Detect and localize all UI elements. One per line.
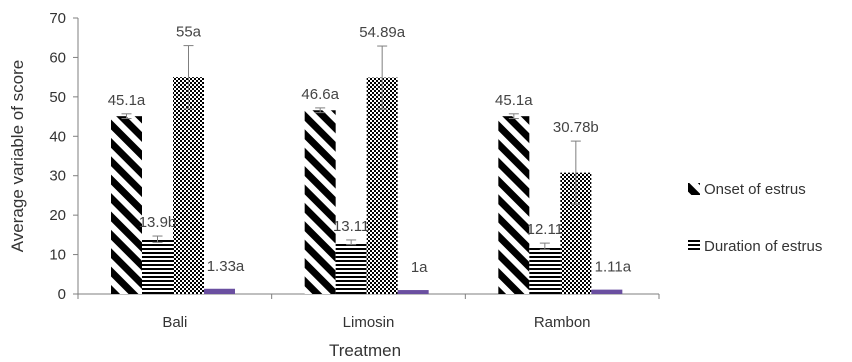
bar-1-limosin <box>304 110 336 295</box>
x-axis-ticks: Bali Limosin Rambon <box>77 294 660 331</box>
legend-label: Duration of estrus <box>704 238 822 255</box>
legend-swatch <box>688 183 700 195</box>
data-label: 13.9b <box>139 214 177 231</box>
bar-4-rambon <box>591 289 623 294</box>
bar-2-rambon <box>529 246 561 294</box>
legend-label: Onset of estrus <box>704 181 806 198</box>
data-label: 13.11 <box>333 218 369 235</box>
y-axis-title: Average variable of score <box>8 60 27 252</box>
legend-swatch <box>688 240 700 252</box>
data-label: 1.33a <box>207 258 245 275</box>
bar-4-bali <box>204 288 235 294</box>
bar-series <box>111 77 623 295</box>
bar-4-limosin <box>397 290 429 294</box>
data-label: 54.89a <box>359 24 406 41</box>
data-label: 1.11a <box>595 259 632 276</box>
y-tick-label: 0 <box>58 286 66 303</box>
bar-1-bali <box>111 116 142 294</box>
y-tick-label: 40 <box>49 128 66 145</box>
data-labels: 45.1a 46.6a 45.1a 13.9b 13.11 12.11 55a 54.89a 3… <box>108 24 632 276</box>
y-tick-label: 30 <box>49 168 66 185</box>
y-axis-ticks: 0 10 20 30 40 50 60 70 <box>49 10 78 303</box>
data-label: 30.78b <box>553 119 599 136</box>
error-bars <box>121 45 581 250</box>
data-label: 45.1a <box>108 92 146 109</box>
data-label: 55a <box>176 24 202 41</box>
data-label: 1a <box>411 259 428 276</box>
data-label: 12.11 <box>527 221 563 238</box>
y-tick-label: 70 <box>49 10 66 27</box>
x-axis-title: Treatmen <box>329 341 401 360</box>
bar-2-limosin <box>335 242 367 294</box>
bar-1-rambon <box>498 116 530 294</box>
y-tick-label: 50 <box>49 89 66 106</box>
bar-3-limosin <box>366 77 398 294</box>
y-tick-label: 10 <box>49 247 66 264</box>
legend: Onset of estrus Duration of estrus <box>688 181 822 255</box>
y-tick-label: 20 <box>49 207 66 224</box>
data-label: 46.6a <box>301 86 339 103</box>
y-tick-label: 60 <box>49 49 66 66</box>
x-tick-label: Bali <box>162 314 187 331</box>
bar-2-bali <box>142 239 173 294</box>
x-tick-label: Rambon <box>534 314 591 331</box>
data-label: 45.1a <box>495 92 533 109</box>
x-tick-label: Limosin <box>343 314 395 331</box>
bar-3-bali <box>173 77 204 295</box>
